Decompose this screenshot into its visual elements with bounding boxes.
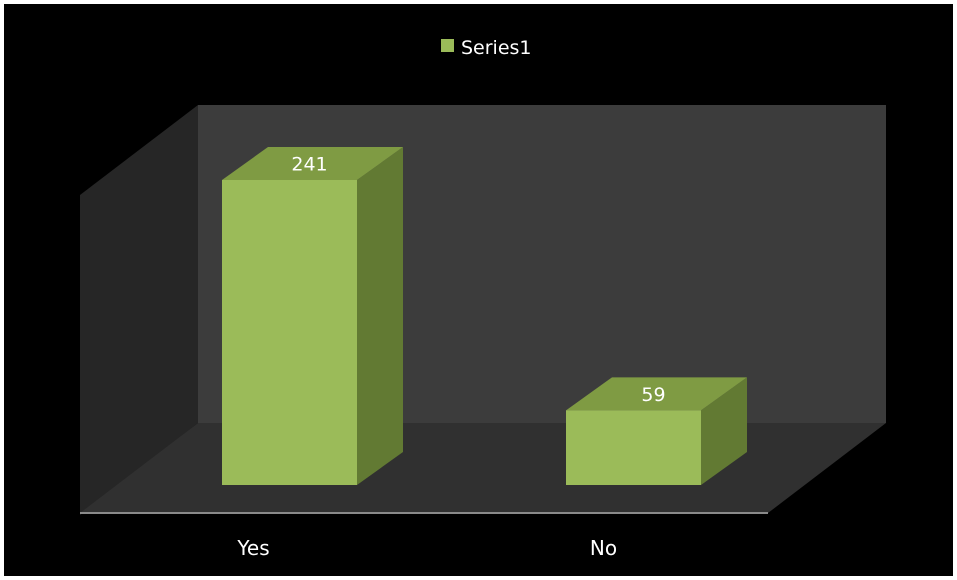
legend: Series1 bbox=[441, 37, 532, 59]
bar-yes bbox=[222, 180, 357, 485]
data-labels: 241 59 bbox=[291, 154, 665, 406]
side-wall bbox=[80, 105, 198, 515]
bars bbox=[222, 147, 747, 485]
legend-label: Series1 bbox=[461, 37, 532, 59]
floor bbox=[80, 423, 886, 513]
data-label-yes: 241 bbox=[291, 154, 327, 176]
bar-top-yes bbox=[222, 147, 403, 180]
legend-swatch bbox=[441, 39, 454, 52]
bar-side-yes bbox=[357, 147, 403, 485]
bar-top-no bbox=[566, 377, 747, 411]
category-label-no: No bbox=[590, 536, 617, 560]
bar-side-no bbox=[701, 377, 747, 485]
category-label-yes: Yes bbox=[236, 536, 269, 560]
data-label-no: 59 bbox=[641, 384, 665, 406]
bar-no bbox=[566, 410, 701, 485]
category-labels: Yes No bbox=[236, 536, 617, 560]
